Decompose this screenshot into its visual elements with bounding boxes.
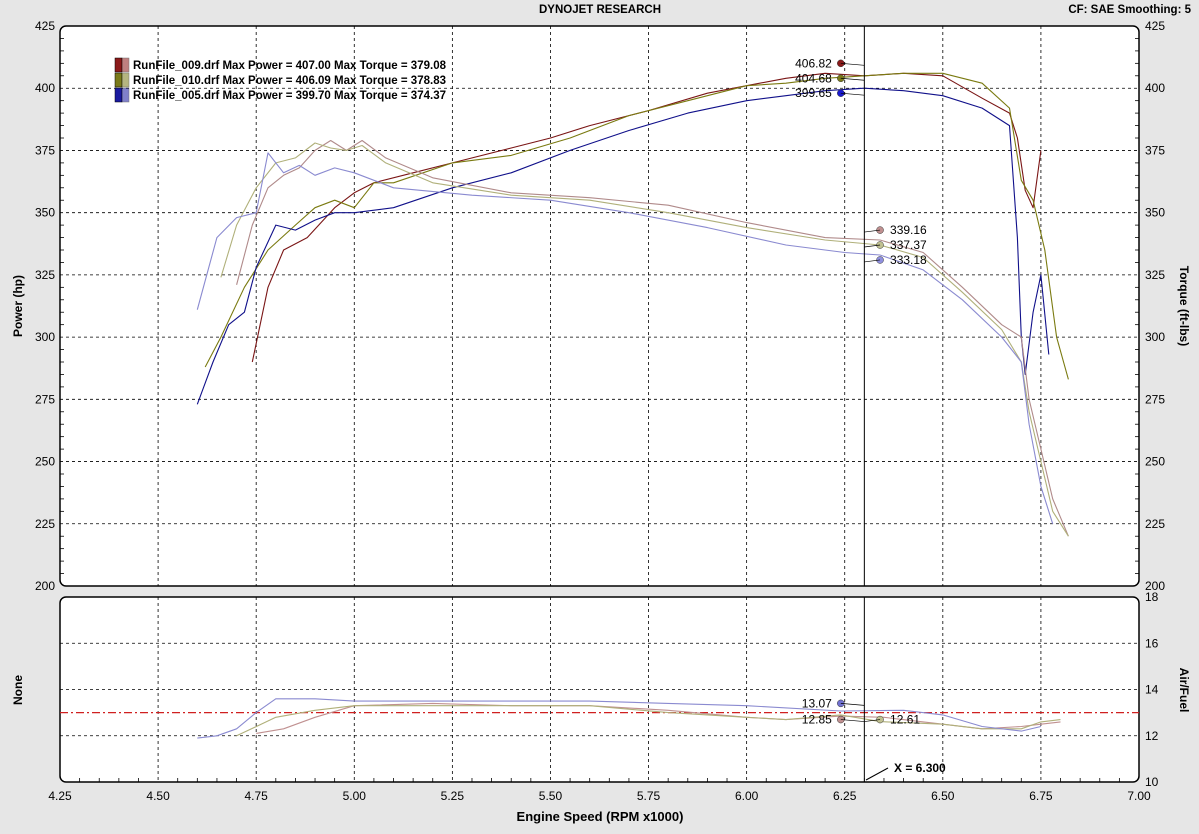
chart-settings: CF: SAE Smoothing: 5 [1068,4,1191,16]
legend-swatch-light [121,57,130,73]
legend-swatch [114,87,123,103]
y-tick-label-right: 16 [1145,636,1159,650]
y-tick-label-right: 300 [1145,330,1165,344]
marker-leader [864,244,881,248]
y-tick-label-right: 225 [1145,517,1165,531]
airfuel-y-ticks: 18 16 14 12 10 [1145,590,1159,789]
marker-value-label: 337.37 [890,238,927,252]
marker-value-label: 399.65 [795,86,832,100]
y-tick-label-right: 18 [1145,590,1159,604]
y-tick-label-left: 275 [35,392,55,406]
y-tick-label-right: 250 [1145,455,1165,469]
x-tick-label: 5.75 [637,789,661,803]
x-tick-label: 6.00 [735,789,759,803]
x-tick-label: 5.25 [441,789,465,803]
y-axis-right-label-airfuel: Air/Fuel [1177,668,1191,713]
y-tick-label-left: 325 [35,268,55,282]
series-line [236,705,1061,737]
y-tick-label-left: 300 [35,330,55,344]
legend-swatch-light [121,72,130,88]
y-axis-left-label-power: Power (hp) [11,275,25,337]
airfuel-markers: 13.07 12.85 12.61 [802,696,921,726]
marker-leader [840,719,865,722]
series-line [196,87,1050,405]
y-tick-label-right: 10 [1145,775,1159,789]
legend-entry: RunFile_010.drf Max Power = 406.09 Max T… [133,75,446,87]
legend-swatch [114,72,123,88]
x-tick-label: 4.50 [146,789,170,803]
airfuel-panel [59,596,1140,783]
y-tick-label-right: 200 [1145,579,1165,593]
series-line [196,152,1054,524]
y-tick-label-left: 400 [35,81,55,95]
legend-swatch [114,57,123,73]
y-tick-label-right: 350 [1145,206,1165,220]
x-tick-label: 5.50 [539,789,563,803]
cursor-label-leader [865,767,889,781]
y-tick-label-left: 200 [35,579,55,593]
y-tick-label-right: 425 [1145,19,1165,33]
y-tick-label-right: 400 [1145,81,1165,95]
x-tick-label: 4.25 [48,789,72,803]
x-ticks: 4.25 4.50 4.75 5.00 5.25 5.50 5.75 6.00 6.25 6.50… [48,778,1151,803]
x-tick-label: 7.00 [1127,789,1151,803]
power-torque-series [196,72,1069,537]
chart-title: DYNOJET RESEARCH [539,4,661,16]
marker-leader [864,229,881,233]
airfuel-series [197,698,1061,739]
y-axis-right-label-torque: Torque (ft-lbs) [1177,266,1191,346]
y-axis-left-label-none: None [11,675,25,705]
marker-value-label: 404.68 [795,71,832,85]
x-tick-label: 6.25 [833,789,857,803]
y-tick-label-right: 12 [1145,729,1159,743]
y-tick-label-right: 275 [1145,392,1165,406]
cursor-label: X = 6.300 [894,761,946,775]
x-tick-label: 4.75 [245,789,269,803]
y-tick-label-left: 225 [35,517,55,531]
marker-value-label: 13.07 [802,696,832,710]
series-line [236,139,1069,537]
y-tick-label-left: 250 [35,455,55,469]
marker-value-label: 12.61 [890,713,920,727]
y-tick-label-right: 14 [1145,683,1159,697]
legend: RunFile_009.drf Max Power = 407.00 Max T… [114,57,447,103]
series-line [197,698,1042,739]
legend-entry: RunFile_009.drf Max Power = 407.00 Max T… [133,60,447,72]
y-tick-label-right: 375 [1145,143,1165,157]
marker-leader [840,77,865,81]
marker-value-label: 339.16 [890,223,927,237]
x-tick-label: 5.00 [343,789,367,803]
marker-value-label: 333.18 [890,253,927,267]
series-line [251,72,1042,363]
marker-value-label: 12.85 [802,713,832,727]
marker-value-label: 406.82 [795,56,832,70]
power-y-ticks: 425 425 400 400 375 375 350 350 325 325 300 300 275 2… [35,19,1165,593]
marker-leader [864,719,881,722]
marker-leader [840,703,865,706]
power-panel [59,25,1140,587]
x-tick-label: 6.75 [1029,789,1053,803]
legend-entry: RunFile_005.drf Max Power = 399.70 Max T… [133,90,446,102]
y-tick-label-left: 425 [35,19,55,33]
legend-swatch-light [121,87,130,103]
series-line [204,72,1069,380]
x-tick-label: 6.50 [931,789,955,803]
y-tick-label-left: 375 [35,143,55,157]
airfuel-grid [60,597,1139,782]
marker-leader [840,62,865,66]
y-tick-label-left: 350 [35,206,55,220]
y-tick-label-right: 325 [1145,268,1165,282]
marker-leader [840,92,865,96]
x-axis-label: Engine Speed (RPM x1000) [517,809,684,824]
marker-leader [864,259,881,263]
